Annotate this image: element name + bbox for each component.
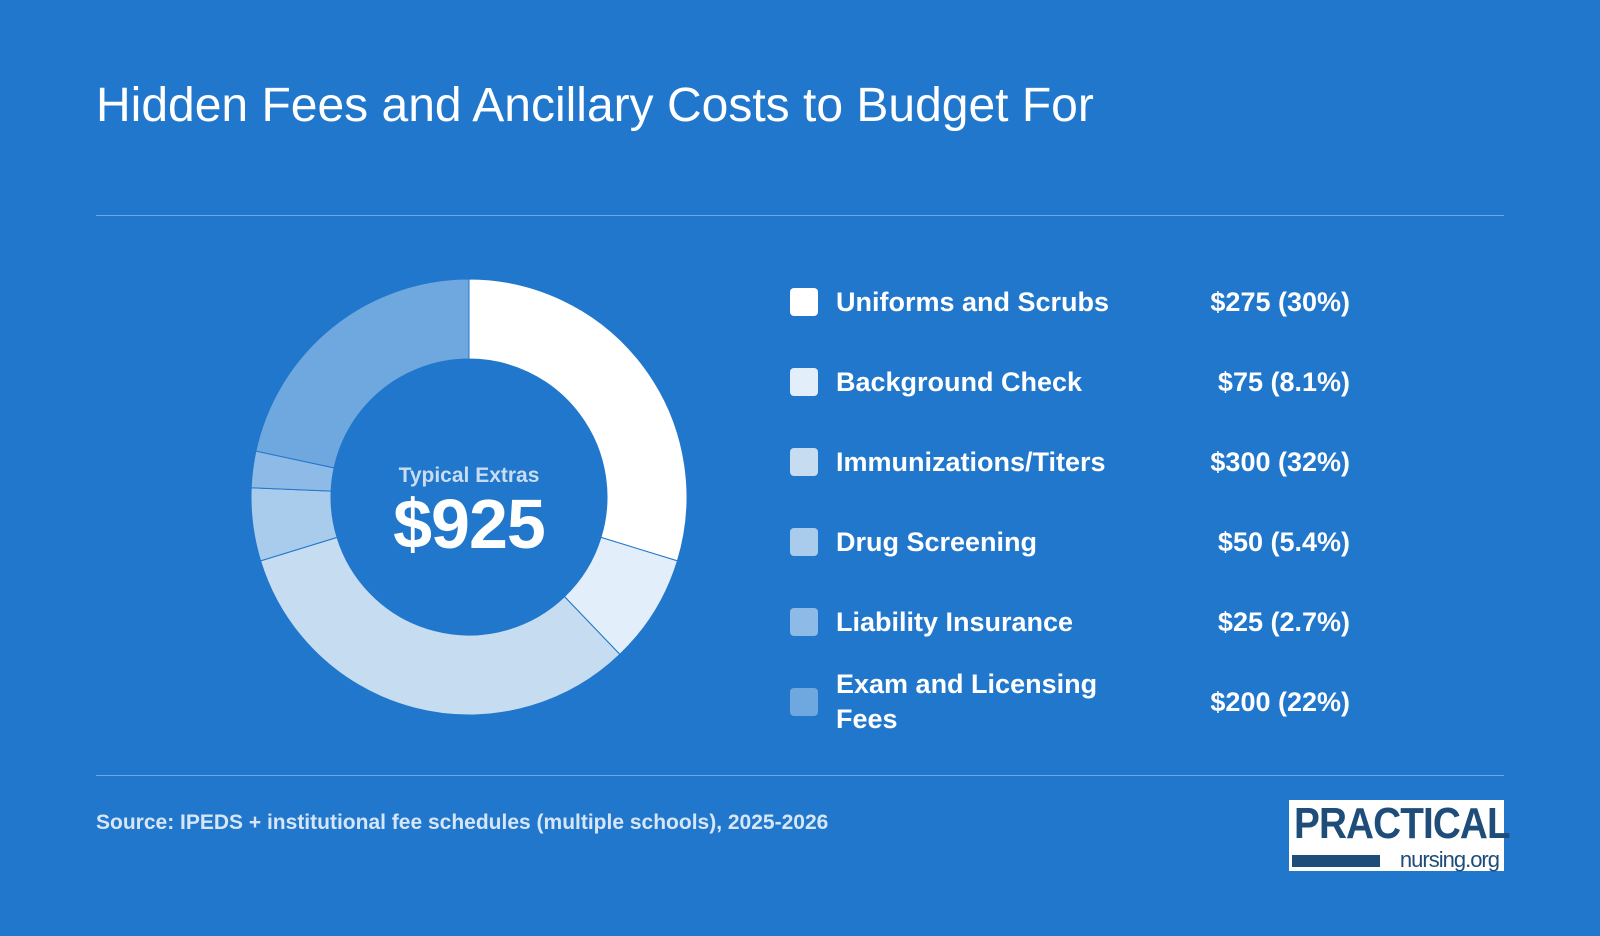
legend-value: $275 (30%) xyxy=(1210,286,1350,317)
legend-value: $200 (22%) xyxy=(1210,686,1350,717)
legend-label: Immunizations/Titers xyxy=(836,446,1106,477)
legend-item: Background Check $75 (8.1%) xyxy=(790,342,1350,422)
legend-item: Drug Screening $50 (5.4%) xyxy=(790,502,1350,582)
donut-chart: Typical Extras $925 xyxy=(246,274,692,720)
page-title: Hidden Fees and Ancillary Costs to Budge… xyxy=(96,79,1094,132)
legend-value: $25 (2.7%) xyxy=(1217,606,1350,637)
legend-item: Uniforms and Scrubs $275 (30%) xyxy=(790,262,1350,342)
donut-svg xyxy=(250,278,688,716)
legend-value: $300 (32%) xyxy=(1210,446,1350,477)
legend-label: Background Check xyxy=(836,366,1083,397)
bottom-divider xyxy=(96,775,1504,776)
legend-item: Liability Insurance $25 (2.7%) xyxy=(790,582,1350,662)
practicalnursing-logo: PRACTICAL nursing.org xyxy=(1289,799,1511,872)
center-total: $925 xyxy=(393,485,546,563)
legend-value: $75 (8.1%) xyxy=(1217,366,1350,397)
legend-label: Exam and Licensing Fees xyxy=(836,669,1098,734)
donut-slice xyxy=(259,536,621,716)
legend-item: Exam and Licensing Fees $200 (22%) xyxy=(790,662,1350,742)
legend-label: Liability Insurance xyxy=(836,606,1074,637)
logo-domain: nursing.org xyxy=(1399,847,1500,872)
legend-swatch xyxy=(790,608,818,636)
source-note: Source: IPEDS + institutional fee schedu… xyxy=(96,811,829,834)
legend-item: Immunizations/Titers $300 (32%) xyxy=(790,422,1350,502)
legend-swatch xyxy=(790,448,818,476)
legend-label: Drug Screening xyxy=(836,526,1038,557)
legend-label: Uniforms and Scrubs xyxy=(836,286,1110,317)
logo-wordmark: PRACTICAL xyxy=(1294,799,1511,848)
legend-swatch xyxy=(790,528,818,556)
legend: Uniforms and Scrubs $275 (30%) Background … xyxy=(790,262,1350,742)
legend-swatch xyxy=(790,288,818,316)
legend-swatch xyxy=(790,368,818,396)
donut-slice xyxy=(255,278,470,469)
logo-bar xyxy=(1292,855,1380,867)
top-divider xyxy=(96,215,1504,216)
legend-swatch xyxy=(790,688,818,716)
center-label: Typical Extras xyxy=(398,464,540,487)
legend-value: $50 (5.4%) xyxy=(1217,526,1350,557)
donut-slice xyxy=(468,278,688,562)
